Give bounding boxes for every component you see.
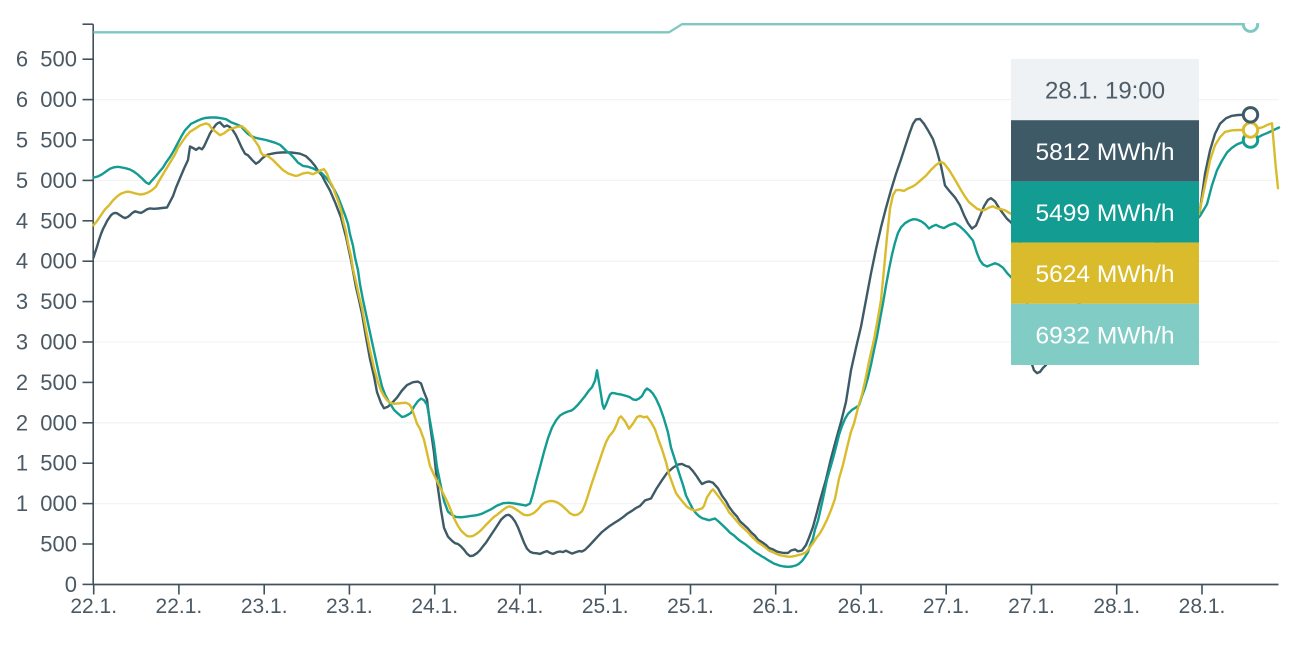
svg-text:22.1.: 22.1. (156, 595, 203, 618)
svg-text:5812 MWh/h: 5812 MWh/h (1036, 139, 1175, 166)
svg-text:24.1.: 24.1. (497, 595, 544, 618)
svg-text:6 000: 6 000 (16, 87, 77, 112)
svg-text:5 500: 5 500 (16, 128, 77, 153)
svg-text:1 500: 1 500 (16, 451, 77, 476)
svg-text:2 500: 2 500 (16, 370, 77, 395)
svg-text:23.1.: 23.1. (241, 595, 288, 618)
svg-text:5499 MWh/h: 5499 MWh/h (1036, 200, 1175, 227)
svg-text:28.1.: 28.1. (1179, 595, 1226, 618)
svg-text:2 000: 2 000 (16, 410, 77, 435)
svg-text:4 000: 4 000 (16, 249, 77, 274)
svg-text:25.1.: 25.1. (667, 595, 714, 618)
svg-text:24.1.: 24.1. (411, 595, 458, 618)
svg-text:26.1.: 26.1. (752, 595, 799, 618)
svg-text:4 500: 4 500 (16, 208, 77, 233)
svg-text:3 000: 3 000 (16, 330, 77, 355)
svg-text:25.1.: 25.1. (582, 595, 629, 618)
svg-text:27.1.: 27.1. (923, 595, 970, 618)
svg-text:22.1.: 22.1. (70, 595, 117, 618)
svg-text:6932 MWh/h: 6932 MWh/h (1036, 322, 1175, 349)
svg-text:26.1.: 26.1. (838, 595, 885, 618)
svg-text:6 500: 6 500 (16, 47, 77, 72)
svg-text:28.1. 19:00: 28.1. 19:00 (1045, 78, 1165, 105)
svg-text:3 500: 3 500 (16, 289, 77, 314)
svg-text:28.1.: 28.1. (1093, 595, 1140, 618)
svg-text:27.1.: 27.1. (1008, 595, 1055, 618)
svg-text:23.1.: 23.1. (326, 595, 373, 618)
svg-text:0: 0 (65, 572, 77, 597)
svg-text:5 000: 5 000 (16, 168, 77, 193)
svg-text:5624 MWh/h: 5624 MWh/h (1036, 261, 1175, 288)
svg-text:500: 500 (40, 532, 77, 557)
svg-text:1 000: 1 000 (16, 491, 77, 516)
